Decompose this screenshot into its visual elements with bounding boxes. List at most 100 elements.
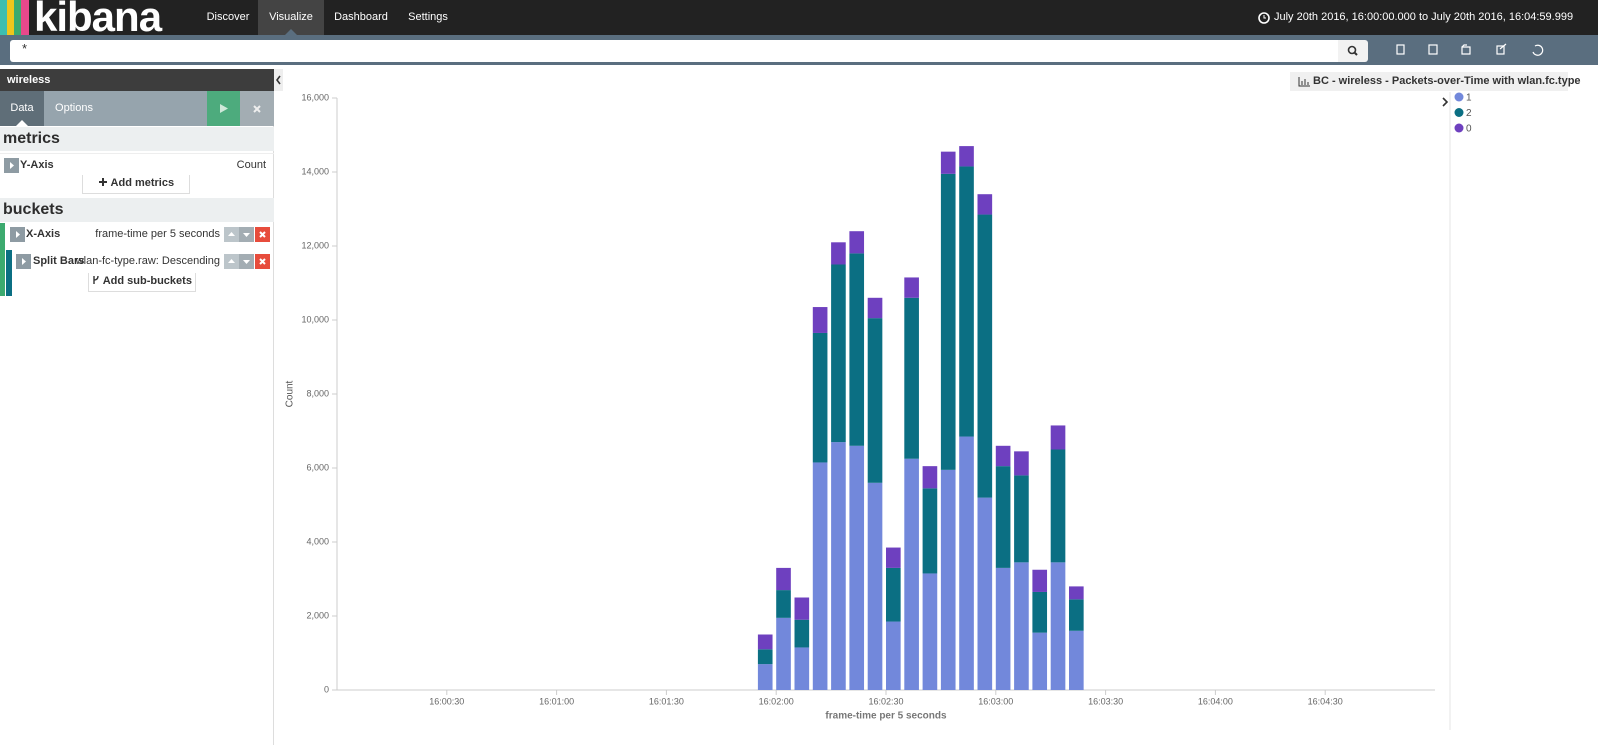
move-down[interactable] <box>239 254 254 269</box>
plus-icon <box>98 178 107 186</box>
collapse-tab[interactable] <box>274 69 283 91</box>
branch-icon <box>93 275 99 284</box>
bar-segment <box>812 332 828 463</box>
bar-segment <box>1032 569 1048 592</box>
button-label: Add sub-buckets <box>102 275 192 287</box>
bar-segment <box>849 445 865 690</box>
query-input[interactable]: * <box>10 40 1338 62</box>
add-sub-buckets-button[interactable]: Add sub-buckets <box>88 273 196 292</box>
brand[interactable]: kibana <box>34 0 162 40</box>
caret <box>16 231 20 238</box>
move-down[interactable] <box>239 227 254 242</box>
bucket-stripe <box>0 223 5 296</box>
caret <box>22 258 26 265</box>
remove[interactable] <box>255 227 270 242</box>
sidebar: wireless Data Options metrics Y-Axis Cou… <box>0 69 274 745</box>
bar-segment <box>904 458 919 690</box>
nav-item[interactable]: Dashboard <box>334 11 388 23</box>
chart: BC - wireless - Packets-over-Time with w… <box>285 72 1581 730</box>
nav-item[interactable]: Discover <box>206 11 250 23</box>
bar-segment <box>940 173 956 470</box>
remove[interactable] <box>255 254 270 269</box>
y-tick-label: 16,000 <box>301 92 329 102</box>
bar-segment <box>831 242 846 265</box>
bar-segment <box>940 469 956 690</box>
top-nav: kibana Discover Visualize Dashboard Sett… <box>0 0 1598 40</box>
active-caret <box>285 29 297 35</box>
y-axis-label: Count <box>285 380 296 407</box>
agg-value: wlan-fc-type.raw: Descending <box>75 255 220 267</box>
search-button[interactable] <box>1338 40 1368 62</box>
toggle[interactable] <box>4 158 19 173</box>
bar-segment <box>977 194 993 215</box>
apply-button[interactable] <box>207 91 240 126</box>
x-tick-label: 16:03:30 <box>1088 696 1123 706</box>
bar-segment <box>794 597 810 620</box>
y-tick-label: 14,000 <box>301 166 329 176</box>
bar-segment <box>776 617 791 690</box>
search-bar: * <box>0 35 1598 65</box>
bar-segment <box>849 253 865 446</box>
tabs: Data Options <box>0 91 274 126</box>
agg-row[interactable]: Split Bars wlan-fc-type.raw: Descending <box>12 250 274 272</box>
toggle[interactable] <box>10 227 25 242</box>
nav-item[interactable]: Settings <box>408 11 448 23</box>
spacer <box>0 65 1598 69</box>
add-metrics-button[interactable]: Add metrics <box>82 175 190 194</box>
section-heading: buckets <box>0 198 274 222</box>
x-tick-label: 16:01:30 <box>649 696 684 706</box>
bar-segment <box>995 567 1011 690</box>
bar-segment <box>959 166 974 437</box>
y-tick-label: 4,000 <box>306 536 329 546</box>
button-label: Add metrics <box>110 177 175 189</box>
section-heading: metrics <box>0 127 274 151</box>
bar-segment <box>1050 449 1066 563</box>
bar-segment <box>1014 475 1029 563</box>
bar-segment <box>904 297 919 459</box>
bar-segment <box>1014 562 1029 690</box>
play-icon <box>220 104 228 113</box>
x-tick-label: 16:02:00 <box>759 696 794 706</box>
x-tick-label: 16:03:00 <box>978 696 1013 706</box>
move-up[interactable] <box>224 254 239 269</box>
bar-segment <box>922 466 938 489</box>
agg-label: Y-Axis <box>20 159 54 171</box>
bar-segment <box>867 297 883 319</box>
up-icon <box>228 259 235 263</box>
x-tick-label: 16:04:00 <box>1198 696 1233 706</box>
bar-segment <box>940 151 956 174</box>
agg-row[interactable]: Y-Axis Count <box>0 153 274 175</box>
bar-segment <box>1069 586 1084 600</box>
discard-button[interactable] <box>240 91 274 126</box>
bar-segment <box>995 445 1011 467</box>
bar-segment <box>959 146 974 167</box>
chart-icon <box>1298 77 1310 87</box>
bar-segment <box>794 619 810 648</box>
bar-segment <box>886 621 901 690</box>
clock-icon <box>1258 12 1270 24</box>
bar-segment <box>831 264 846 443</box>
tab[interactable]: Options <box>55 102 93 114</box>
caret <box>10 162 14 169</box>
y-tick-label: 10,000 <box>301 314 329 324</box>
legend-toggle[interactable] <box>1442 97 1449 107</box>
x-icon <box>259 258 266 265</box>
agg-row[interactable]: X-Axis frame-time per 5 seconds <box>6 223 274 245</box>
agg-value: Count <box>236 159 266 171</box>
move-up[interactable] <box>224 227 239 242</box>
bar-segment <box>959 436 974 690</box>
y-tick-label: 0 <box>324 684 329 694</box>
bar-segment <box>977 214 993 498</box>
x-tick-label: 16:00:30 <box>429 696 464 706</box>
time-range[interactable]: July 20th 2016, 16:00:00.000 to July 20t… <box>1274 11 1574 23</box>
logo-stripes <box>0 0 29 35</box>
toolbar-icons[interactable] <box>1390 35 1560 65</box>
x-axis-label: frame-time per 5 seconds <box>825 711 947 722</box>
toggle[interactable] <box>16 254 31 269</box>
x-tick-label: 16:02:30 <box>868 696 903 706</box>
legend-label: 0 <box>1466 124 1472 135</box>
bar-segment <box>1032 591 1048 633</box>
x-icon <box>253 105 261 113</box>
tab-caret <box>16 120 28 126</box>
bar-segment <box>995 466 1011 568</box>
